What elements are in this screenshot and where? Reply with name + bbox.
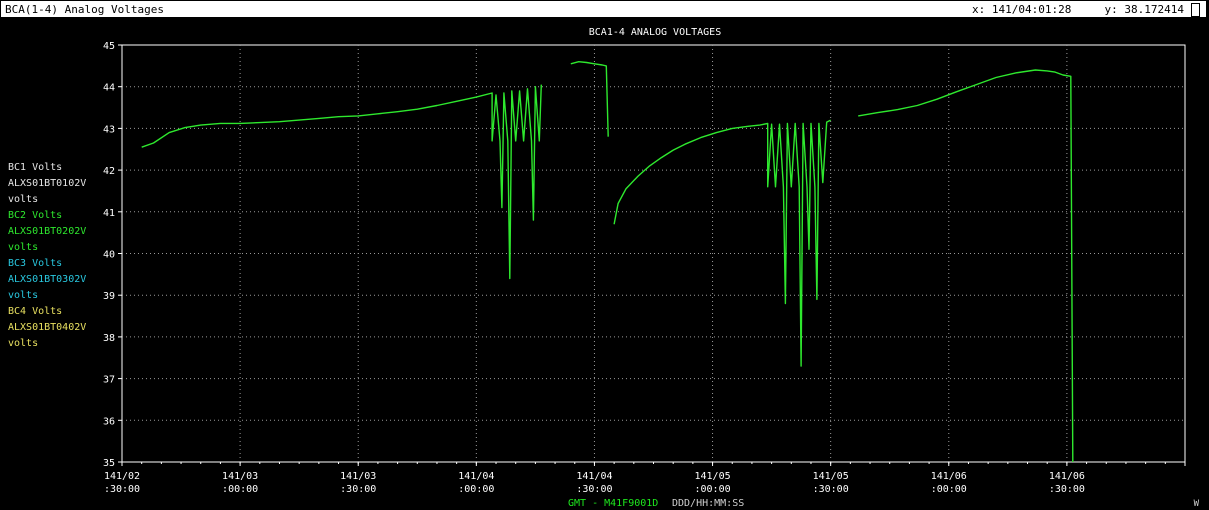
legend-entry-bc2[interactable]: BC2 Volts ALXS01BT0202V volts: [8, 208, 86, 256]
x-tick-label-time: :00:00: [694, 484, 730, 495]
series-line: [141, 84, 542, 280]
series-line: [613, 119, 832, 367]
legend-id: ALXS01BT0102V: [8, 178, 87, 189]
series-layer: [141, 61, 1074, 463]
y-readout: y: 38.172414: [1104, 3, 1184, 16]
y-tick-label: 42: [103, 166, 115, 177]
legend: BC1 Volts ALXS01BT0102V volts BC2 Volts …: [8, 160, 86, 352]
legend-name: BC4 Volts: [8, 306, 63, 317]
chart-title: BCA1-4 ANALOG VOLTAGES: [589, 27, 721, 38]
y-tick-label: 37: [103, 375, 115, 386]
x-tick-label-date: 141/03: [222, 471, 258, 482]
legend-unit: volts: [8, 194, 39, 205]
y-axis: 35 36 37 38 39 40 41 42 43 44 45: [103, 41, 122, 469]
grid: [122, 45, 1185, 462]
legend-name: BC2 Volts: [8, 210, 63, 221]
corner-indicator: W: [1193, 499, 1199, 509]
x-tick-label-time: :00:00: [458, 484, 494, 495]
x-tick-label-time: :30:00: [813, 484, 849, 495]
y-tick-label: 38: [103, 333, 115, 344]
x-tick-label-date: 141/05: [694, 471, 730, 482]
series-line: [858, 69, 1074, 463]
x-tick-label-date: 141/03: [340, 471, 376, 482]
legend-entry-bc1[interactable]: BC1 Volts ALXS01BT0102V volts: [8, 160, 86, 208]
y-tick-label: 45: [103, 41, 115, 52]
x-tick-label-time: :30:00: [340, 484, 376, 495]
time-system-label: GMT - M41F9001D: [568, 498, 659, 509]
legend-unit: volts: [8, 242, 39, 253]
x-tick-label-date: 141/06: [1049, 471, 1085, 482]
legend-unit: volts: [8, 338, 39, 349]
x-tick-label-time: :30:00: [1049, 484, 1085, 495]
time-format-label: DDD/HH:MM:SS: [672, 498, 745, 509]
legend-entry-bc3[interactable]: BC3 Volts ALXS01BT0302V volts: [8, 256, 86, 304]
y-tick-label: 41: [103, 208, 115, 219]
y-tick-label: 35: [103, 458, 115, 469]
cursor-readout: x: 141/04:01:28 y: 38.172414: [972, 3, 1184, 16]
x-tick-label-date: 141/02: [104, 471, 140, 482]
x-tick-label-date: 141/06: [931, 471, 967, 482]
legend-id: ALXS01BT0402V: [8, 322, 87, 333]
x-readout: x: 141/04:01:28: [972, 3, 1072, 16]
y-tick-label: 40: [103, 250, 115, 261]
x-tick-label-time: :00:00: [222, 484, 258, 495]
legend-entry-bc4[interactable]: BC4 Volts ALXS01BT0402V volts: [8, 304, 86, 352]
x-tick-label-date: 141/04: [576, 471, 612, 482]
voltage-chart[interactable]: BCA1-4 ANALOG VOLTAGES 35 36 37 38 39 40 41 42 4…: [0, 0, 1209, 498]
series-line: [570, 61, 609, 137]
y-tick-label: 43: [103, 124, 115, 135]
legend-name: BC1 Volts: [8, 162, 63, 173]
x-tick-label-time: :30:00: [104, 484, 140, 495]
window-control-box[interactable]: [1191, 3, 1200, 17]
x-tick-label-date: 141/05: [813, 471, 849, 482]
plot-frame: [121, 44, 1186, 463]
legend-id: ALXS01BT0302V: [8, 274, 87, 285]
legend-name: BC3 Volts: [8, 258, 63, 269]
y-tick-label: 36: [103, 416, 115, 427]
x-axis: 141/02 :30:00 141/03 :00:00 141/03 :30:00 141/…: [104, 462, 1186, 495]
legend-id: ALXS01BT0202V: [8, 226, 87, 237]
window-titlebar: BCA(1-4) Analog Voltages x: 141/04:01:28…: [0, 0, 1207, 18]
window-title: BCA(1-4) Analog Voltages: [5, 3, 164, 16]
y-tick-label: 44: [103, 83, 115, 94]
y-tick-label: 39: [103, 291, 115, 302]
x-tick-label-date: 141/04: [458, 471, 494, 482]
x-tick-label-time: :30:00: [576, 484, 612, 495]
legend-unit: volts: [8, 290, 39, 301]
x-tick-label-time: :00:00: [931, 484, 967, 495]
